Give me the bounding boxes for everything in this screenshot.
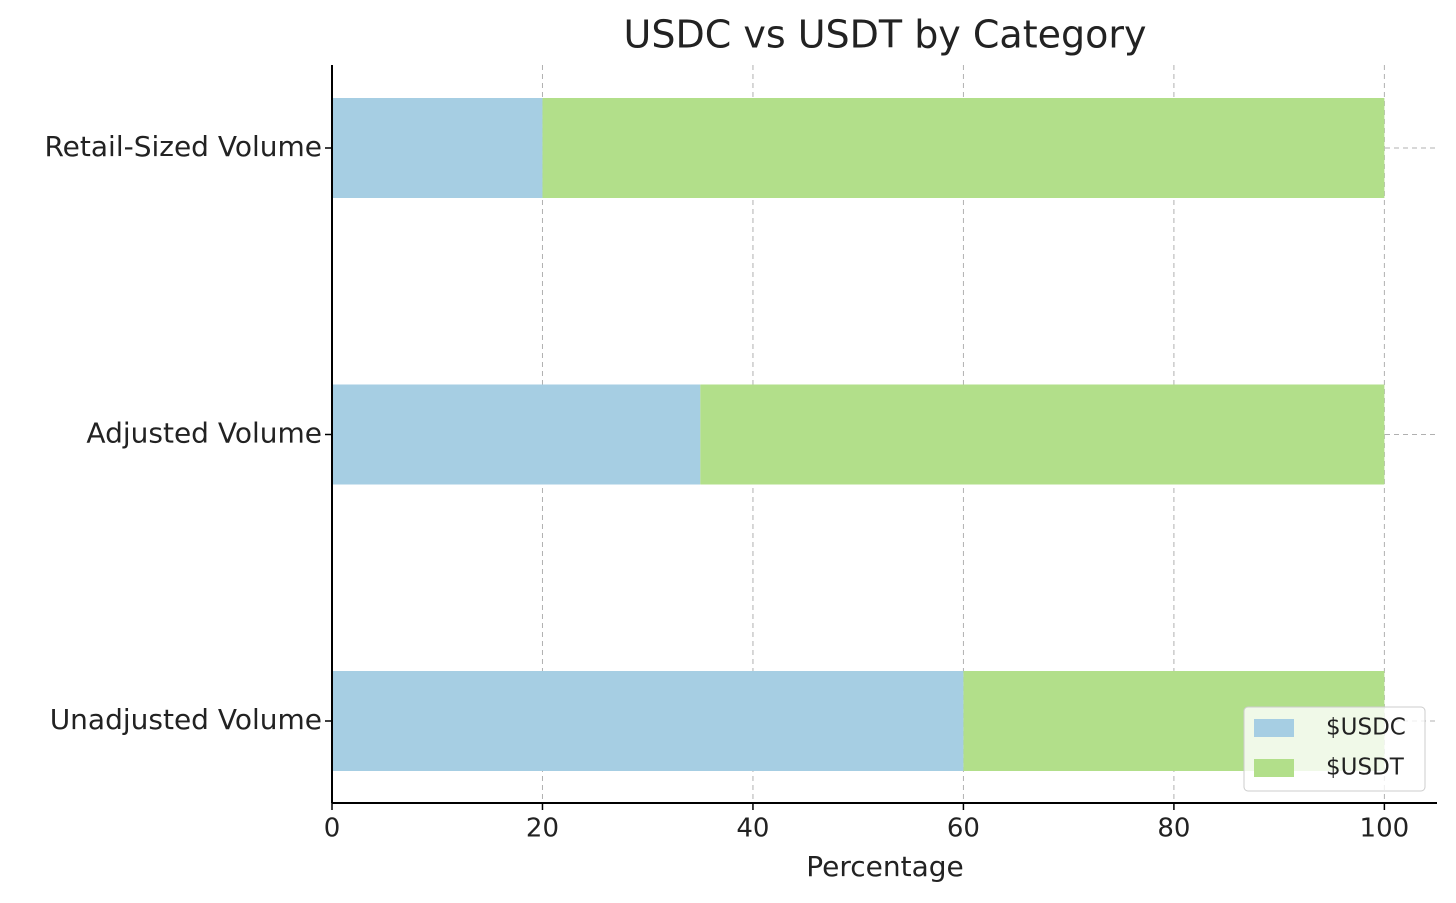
x-tick-label: 20 <box>526 814 559 844</box>
x-tick-label: 40 <box>736 814 769 844</box>
chart-title: USDC vs USDT by Category <box>624 13 1147 57</box>
y-tick-label: Retail-Sized Volume <box>44 130 322 163</box>
x-tick-label: 0 <box>324 814 341 844</box>
legend-swatch <box>1254 719 1294 737</box>
x-tick-label: 80 <box>1157 814 1190 844</box>
y-tick-label: Unadjusted Volume <box>50 703 322 736</box>
legend-swatch <box>1254 759 1294 777</box>
x-axis-label: Percentage <box>806 850 964 883</box>
legend-label: $USDT <box>1326 755 1405 781</box>
y-tick-label: Adjusted Volume <box>86 417 322 450</box>
bar-segment <box>700 384 1385 485</box>
bar-segment <box>332 671 964 771</box>
bar-segment <box>332 384 701 485</box>
x-tick-label: 60 <box>947 814 980 844</box>
legend-label: $USDC <box>1326 715 1406 741</box>
x-tick-label: 100 <box>1360 814 1410 844</box>
legend: $USDC $USDT <box>1243 706 1426 792</box>
bar-segment <box>542 98 1385 198</box>
bar-segment <box>332 98 543 198</box>
